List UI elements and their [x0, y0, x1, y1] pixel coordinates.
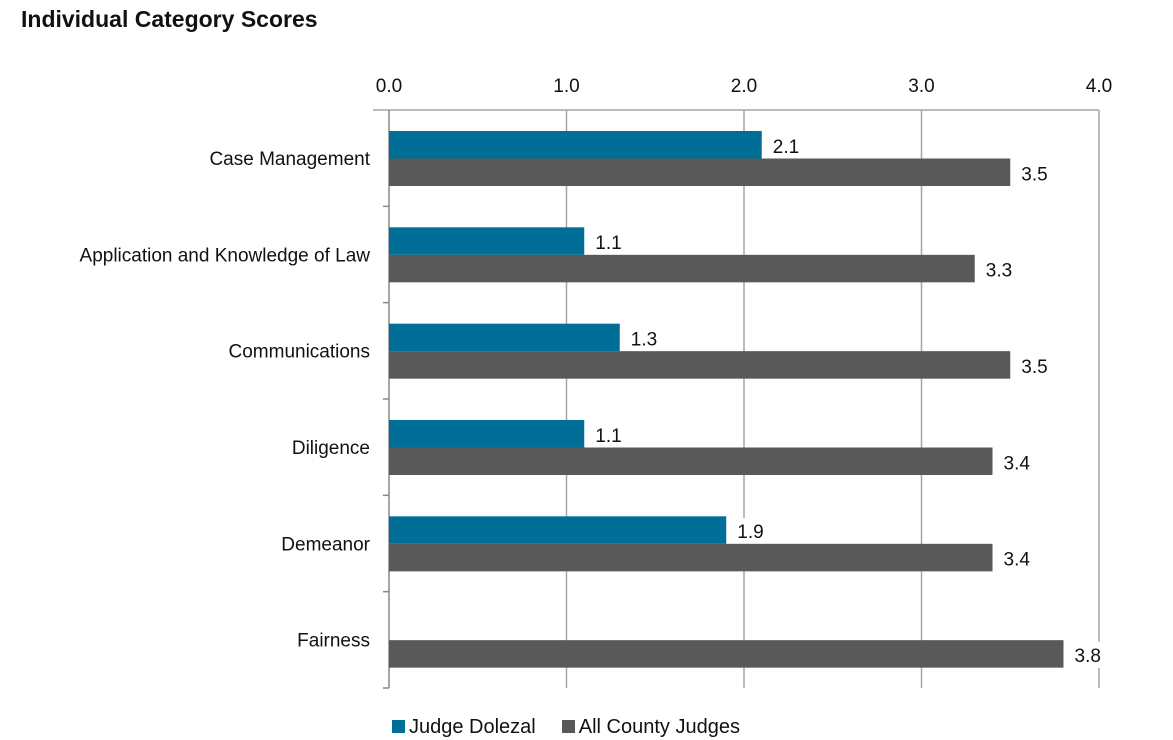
bar-all-county-judges — [389, 351, 1011, 379]
x-tick-label: 0.0 — [376, 76, 402, 97]
data-label-background — [976, 256, 1023, 283]
data-label: 3.3 — [986, 261, 1012, 282]
data-label-background — [994, 545, 1041, 572]
data-label: 3.5 — [1021, 164, 1047, 185]
data-label: 1.3 — [631, 329, 657, 350]
legend-item-all-county-judges: All County Judges — [561, 716, 740, 739]
data-label: 3.4 — [1004, 550, 1031, 571]
data-label-background — [621, 325, 668, 352]
bar-all-county-judges — [389, 158, 1011, 186]
data-label-background — [586, 421, 633, 448]
legend: Judge Dolezal All County Judges — [392, 716, 740, 739]
category-label: Communications — [229, 342, 371, 363]
data-label-background — [586, 229, 633, 256]
legend-label: Judge Dolezal — [409, 716, 536, 738]
bar-all-county-judges — [389, 543, 993, 572]
x-tick-label: 1.0 — [553, 76, 579, 97]
data-label-background — [728, 518, 775, 545]
bar-all-county-judges — [389, 447, 993, 475]
bar-judge-dolezal — [389, 420, 585, 448]
bar-judge-dolezal — [389, 131, 762, 159]
data-label-background — [1065, 641, 1112, 668]
legend-swatch — [561, 720, 575, 733]
data-label-background — [1012, 160, 1059, 187]
chart-title: Individual Category Scores — [21, 6, 318, 32]
category-label: Case Management — [209, 149, 370, 170]
bar-all-county-judges — [389, 254, 975, 283]
data-label-background — [1012, 352, 1059, 379]
category-label: Fairness — [297, 631, 370, 652]
bar-all-county-judges — [389, 640, 1064, 668]
category-label: Demeanor — [281, 534, 370, 555]
bar-judge-dolezal — [389, 227, 585, 255]
category-label: Diligence — [292, 438, 370, 459]
data-label-background — [763, 132, 810, 159]
data-label: 3.5 — [1021, 357, 1047, 378]
data-label: 3.4 — [1004, 453, 1031, 474]
data-label: 1.9 — [737, 522, 763, 543]
bar-judge-dolezal — [389, 516, 727, 544]
category-label: Application and Knowledge of Law — [80, 245, 371, 266]
x-tick-label: 4.0 — [1086, 76, 1112, 97]
data-label: 1.1 — [595, 426, 621, 447]
bar-judge-dolezal — [389, 323, 620, 352]
data-label-background — [994, 449, 1041, 476]
x-tick-label: 3.0 — [908, 76, 934, 97]
legend-label: All County Judges — [578, 716, 740, 738]
legend-swatch — [392, 720, 405, 733]
data-label: 2.1 — [773, 137, 799, 158]
legend-item-judge-dolezal: Judge Dolezal — [392, 716, 536, 739]
data-label: 1.1 — [595, 233, 621, 254]
x-tick-label: 2.0 — [731, 76, 757, 97]
data-label: 3.8 — [1075, 646, 1101, 667]
